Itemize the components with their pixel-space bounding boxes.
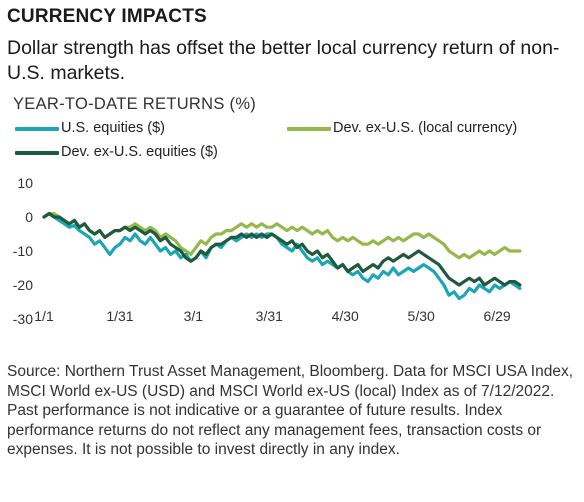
series-line-2	[42, 211, 522, 287]
x-tick-label: 1/31	[106, 308, 133, 324]
legend-swatch-us-equities	[15, 127, 59, 131]
legend-label-us-equities: U.S. equities ($)	[61, 120, 165, 136]
headline: CURRENCY IMPACTS	[7, 6, 207, 27]
legend-swatch-dev-ex-us-local	[287, 127, 331, 131]
returns-line-chart: 10 0 -10 -20 -30 1/1 1/31 3/1 3/31 4/30 5/30 6/29	[13, 175, 522, 327]
chart-title: YEAR-TO-DATE RETURNS (%)	[13, 95, 257, 113]
y-tick-label: 10	[17, 175, 33, 191]
x-tick-label: 1/1	[34, 308, 54, 324]
source-note: Source: Northern Trust Asset Management,…	[7, 363, 574, 459]
y-tick-label: -20	[13, 277, 33, 293]
x-axis: 1/1 1/31 3/1 3/31 4/30 5/30 6/29	[34, 308, 511, 324]
legend-label-dev-ex-us-local: Dev. ex-U.S. (local currency)	[333, 120, 518, 136]
x-tick-label: 5/30	[408, 308, 435, 324]
series-line-1	[42, 211, 522, 260]
y-axis: 10 0 -10 -20 -30	[13, 175, 33, 327]
subheadline: Dollar strength has offset the better lo…	[7, 37, 560, 84]
x-tick-label: 4/30	[332, 308, 359, 324]
legend-swatch-dev-ex-us-usd	[15, 151, 59, 155]
x-tick-label: 3/31	[256, 308, 283, 324]
y-tick-label: 0	[25, 209, 33, 225]
series-lines	[42, 211, 522, 301]
legend-label-dev-ex-us-usd: Dev. ex-U.S. equities ($)	[61, 144, 218, 160]
y-tick-label: -10	[13, 243, 33, 259]
x-tick-label: 6/29	[483, 308, 510, 324]
series-line-0	[42, 211, 522, 301]
y-tick-label: -30	[13, 311, 33, 327]
x-tick-label: 3/1	[184, 308, 204, 324]
